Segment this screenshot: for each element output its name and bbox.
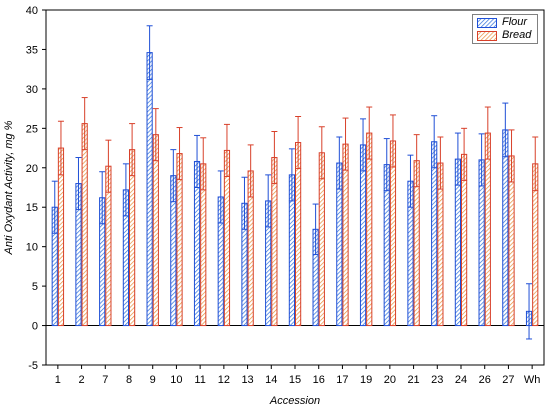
legend-swatch-bread bbox=[477, 31, 497, 41]
x-tick-label: 26 bbox=[479, 374, 491, 386]
y-tick-label: 35 bbox=[26, 44, 38, 56]
bar-flour bbox=[359, 144, 367, 327]
x-tick-label: 14 bbox=[265, 374, 277, 386]
x-tick-label: 20 bbox=[384, 374, 396, 386]
bar-bread bbox=[342, 143, 349, 327]
x-tick-label: 27 bbox=[502, 374, 514, 386]
x-tick-label: 15 bbox=[289, 374, 301, 386]
x-tick-label: 19 bbox=[360, 374, 372, 386]
x-tick-label: 10 bbox=[170, 374, 182, 386]
y-axis-title: Anti Oxydant Activity, mg % bbox=[3, 120, 15, 255]
x-tick-label: 7 bbox=[102, 374, 108, 386]
y-tick-label: 20 bbox=[26, 163, 38, 175]
y-tick-label: 0 bbox=[32, 321, 38, 333]
bar-flour bbox=[146, 52, 153, 327]
x-tick-label: 8 bbox=[126, 374, 132, 386]
y-tick-label: 10 bbox=[26, 242, 38, 254]
legend-swatch-flour bbox=[477, 18, 497, 28]
x-tick-label: 1 bbox=[55, 374, 61, 386]
y-tick-label: 15 bbox=[26, 202, 38, 214]
x-tick-label: 23 bbox=[431, 374, 443, 386]
bar-bread bbox=[484, 132, 491, 327]
x-tick-label: 13 bbox=[241, 374, 253, 386]
chart-legend: Flour Bread bbox=[472, 14, 538, 44]
y-tick-label: 5 bbox=[32, 281, 38, 293]
plot-frame bbox=[45, 9, 545, 366]
y-tick-label: 40 bbox=[26, 5, 38, 17]
x-tick-label: 11 bbox=[194, 374, 205, 386]
x-tick-label: Wh bbox=[524, 374, 541, 386]
legend-label-bread: Bread bbox=[502, 29, 532, 41]
bar-flour bbox=[502, 129, 509, 327]
bar-flour bbox=[431, 141, 438, 327]
bar-bread bbox=[366, 132, 373, 327]
legend-label-flour: Flour bbox=[502, 16, 528, 28]
x-tick-label: 9 bbox=[150, 374, 156, 386]
bar-bread bbox=[81, 123, 88, 327]
y-tick-label: 30 bbox=[26, 84, 38, 96]
x-tick-label: 24 bbox=[455, 374, 467, 386]
y-tick-label: 25 bbox=[26, 123, 38, 135]
bar-bread bbox=[295, 142, 302, 327]
x-axis-title: Accession bbox=[269, 395, 320, 407]
x-tick-label: 21 bbox=[407, 374, 419, 386]
x-tick-label: 12 bbox=[218, 374, 230, 386]
y-tick-label: -5 bbox=[28, 360, 38, 372]
bar-bread bbox=[152, 134, 159, 327]
x-tick-label: 16 bbox=[313, 374, 325, 386]
bar-bread bbox=[389, 140, 397, 327]
x-tick-label: 17 bbox=[336, 374, 348, 386]
x-tick-label: 2 bbox=[79, 374, 85, 386]
